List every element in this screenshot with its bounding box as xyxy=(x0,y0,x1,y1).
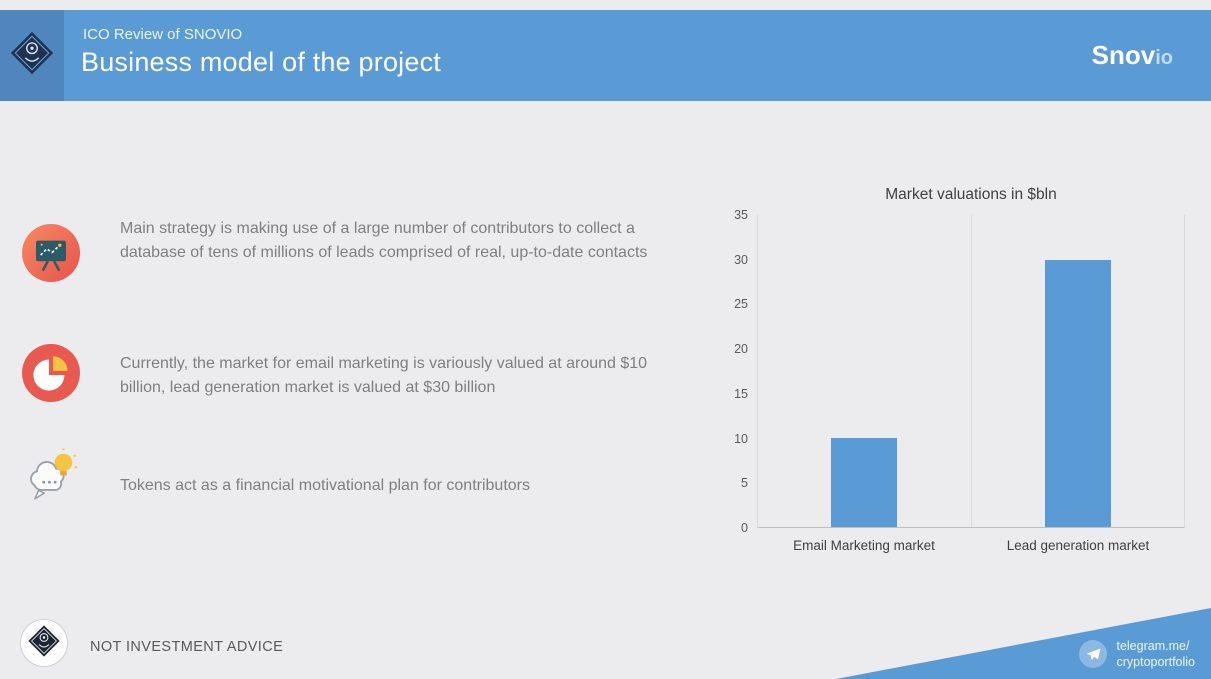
brand-logo: Snovio xyxy=(1092,40,1173,71)
x-axis-category-label: Lead generation market xyxy=(1006,538,1150,553)
footer-ribbon xyxy=(836,608,1211,679)
chart-y-axis: 0 5 10 15 20 25 30 35 xyxy=(696,208,748,535)
idea-bulb-speech-icon xyxy=(22,448,80,506)
chart-plot-area xyxy=(757,215,1185,528)
slide-kicker: ICO Review of SNOVIO xyxy=(83,26,243,43)
y-axis-tick-label: 0 xyxy=(741,521,748,535)
telegram-link-block: telegram.me/ cryptoportfolio xyxy=(1079,638,1195,670)
y-axis-tick-label: 20 xyxy=(734,342,748,357)
pie-chart-icon xyxy=(22,344,80,402)
strategy-board-icon xyxy=(22,224,80,282)
telegram-url-line1: telegram.me/ xyxy=(1116,639,1190,653)
x-axis-category-label: Email Marketing market xyxy=(793,538,935,553)
telegram-url: telegram.me/ cryptoportfolio xyxy=(1116,638,1195,670)
footer-logo-badge xyxy=(20,619,68,667)
bar-slot xyxy=(970,215,1185,527)
chart-x-axis: Email Marketing market Lead generation ma… xyxy=(757,538,1185,553)
y-axis-tick-label: 30 xyxy=(734,252,748,267)
bullet-text-market-value: Currently, the market for email marketin… xyxy=(120,355,648,396)
chart-title: Market valuations in $bln xyxy=(885,186,1057,203)
y-axis-tick-label: 25 xyxy=(734,297,748,312)
page-title: Business model of the project xyxy=(81,47,441,77)
telegram-icon xyxy=(1079,640,1108,668)
bullet-text-strategy: Main strategy is making use of a large n… xyxy=(120,220,648,261)
disclaimer-text: NOT INVESTMENT ADVICE xyxy=(90,639,284,655)
y-axis-tick-label: 10 xyxy=(734,431,748,446)
y-axis-tick-label: 15 xyxy=(734,386,748,401)
cryptoportfolio-logo-icon xyxy=(27,624,61,663)
header-bar: ICO Review of SNOVIO Business model of t… xyxy=(0,10,1211,101)
telegram-url-line2: cryptoportfolio xyxy=(1116,655,1195,669)
bullet-text-tokens: Tokens act as a financial motivational p… xyxy=(120,477,530,494)
y-axis-tick-label: 35 xyxy=(734,208,748,222)
bar-email-marketing-market xyxy=(831,437,898,527)
brand-suffix: io xyxy=(1155,47,1173,69)
bar-lead-generation-market xyxy=(1044,259,1111,527)
bar-slot xyxy=(758,215,971,527)
cryptoportfolio-logo-icon xyxy=(9,30,55,81)
y-axis-tick-label: 5 xyxy=(741,476,748,491)
logo-box xyxy=(0,10,64,101)
brand-name: Snov xyxy=(1091,40,1156,70)
